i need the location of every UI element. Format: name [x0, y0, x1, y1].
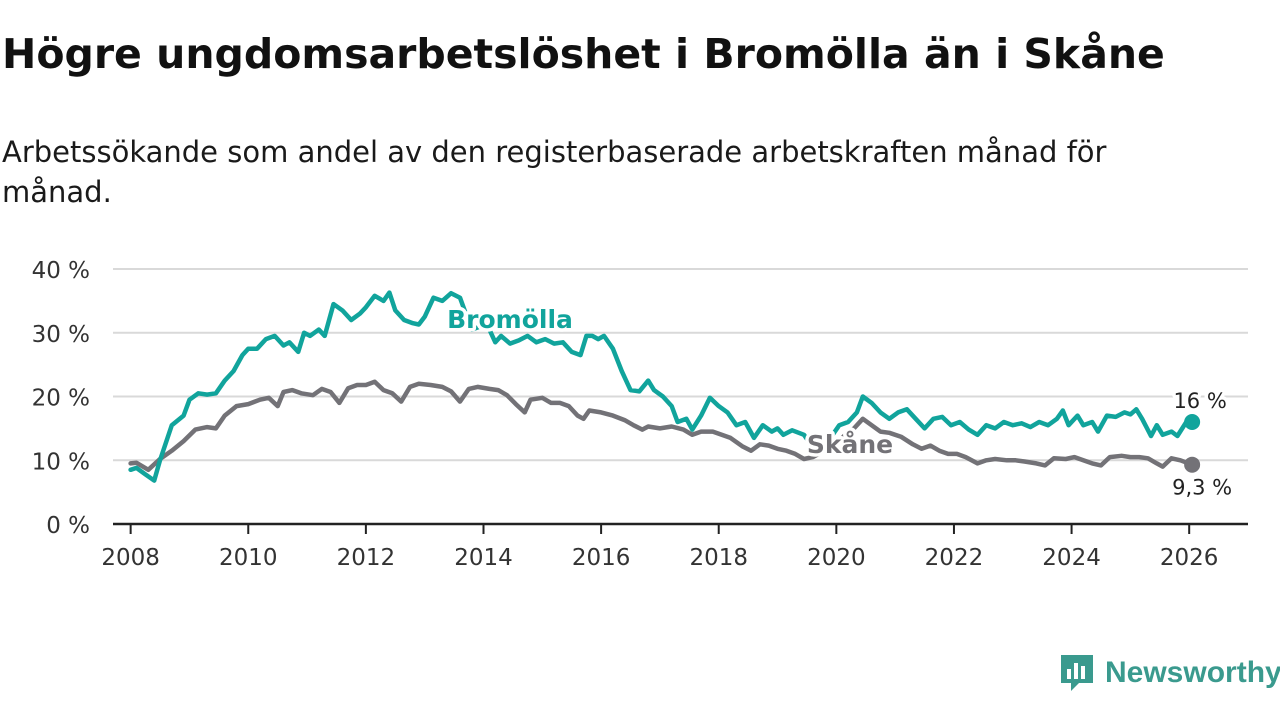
x-axis-ticks: 2008 2010 2012 2014 2016 2018 2020 2022 2024 2026	[101, 522, 1248, 571]
series-lines	[128, 290, 1201, 483]
brand-name: Newsworthy	[1105, 656, 1280, 689]
y-tick-label: 30 %	[32, 322, 90, 348]
x-tick-label: 2010	[219, 545, 278, 571]
x-tick-label: 2014	[454, 545, 513, 571]
x-tick-label: 2012	[337, 545, 396, 571]
end-label-skane-halo: 9,3 %	[1172, 476, 1232, 500]
series-end-point-1	[1184, 456, 1201, 473]
y-tick-label: 40 %	[32, 258, 90, 284]
end-label-skane: 9,3 %	[1172, 476, 1232, 500]
series-line-1	[128, 379, 1195, 473]
series-end-point-0	[1184, 414, 1201, 430]
series-label-bromolla-halo: Bromölla	[447, 305, 573, 334]
series-label-skane-halo: Skåne	[807, 430, 893, 459]
newsworthy-logo-icon	[1061, 655, 1093, 691]
y-axis-ticks: 0 % 10 % 20 % 30 % 40 %	[32, 258, 90, 539]
series-label-skane: Skåne	[807, 430, 893, 459]
series-line-0	[128, 290, 1195, 483]
x-tick-label: 2020	[807, 545, 866, 571]
x-tick-label: 2024	[1042, 545, 1101, 571]
end-label-bromolla-halo: 16 %	[1173, 389, 1226, 413]
newsworthy-brand: Newsworthy	[1059, 652, 1280, 694]
x-tick-label: 2016	[572, 545, 631, 571]
y-tick-label: 10 %	[32, 449, 90, 475]
x-tick-label: 2008	[101, 545, 160, 571]
x-tick-label: 2022	[925, 545, 984, 571]
end-label-bromolla: 16 %	[1173, 389, 1226, 413]
x-tick-label: 2026	[1160, 545, 1219, 571]
x-tick-label: 2018	[689, 545, 748, 571]
y-tick-label: 0 %	[46, 513, 90, 539]
chart-subtitle: Arbetssökande som andel av den registerb…	[2, 135, 1107, 209]
grid-lines	[113, 268, 1248, 462]
y-tick-label: 20 %	[32, 386, 90, 412]
series-label-bromolla: Bromölla	[447, 305, 573, 334]
chart-title: Högre ungdomsarbetslöshet i Bromölla än …	[2, 30, 1165, 78]
